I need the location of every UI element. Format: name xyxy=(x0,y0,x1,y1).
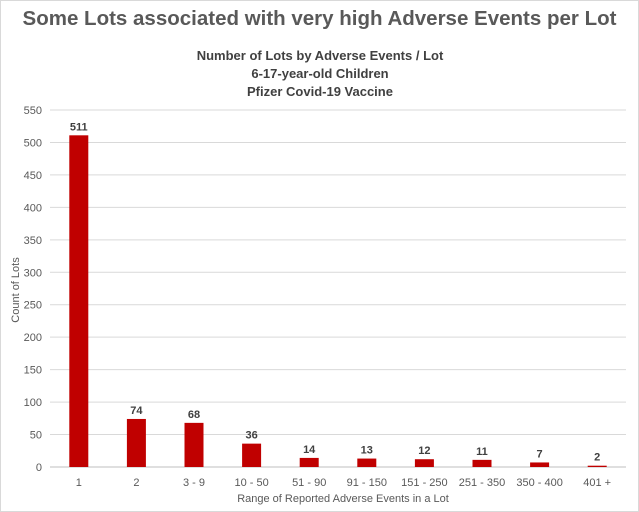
bar-10 xyxy=(587,465,607,467)
data-label: 14 xyxy=(303,444,316,456)
y-tick-label: 0 xyxy=(36,462,42,474)
bar-7 xyxy=(414,459,434,467)
y-tick-label: 150 xyxy=(24,365,42,377)
bars: 511 74 68 36 14 13 12 11 7 2 xyxy=(69,121,607,467)
y-tick-label: 500 xyxy=(24,137,42,149)
bar-9 xyxy=(530,462,550,467)
y-tick-label: 300 xyxy=(24,267,42,279)
data-label: 511 xyxy=(70,121,88,133)
y-axis-ticks: 0 50 100 150 200 250 300 350 400 450 500 550 xyxy=(24,105,42,474)
y-axis-title: Count of Lots xyxy=(10,257,22,323)
gridlines xyxy=(50,109,626,468)
x-tick-label: 1 xyxy=(76,477,82,489)
y-tick-label: 250 xyxy=(24,300,42,312)
bar-6 xyxy=(357,458,377,467)
y-tick-label: 200 xyxy=(24,332,42,344)
bar-4 xyxy=(242,443,262,467)
x-tick-label: 10 - 50 xyxy=(234,477,268,489)
x-tick-label: 401 + xyxy=(583,477,611,489)
y-tick-label: 350 xyxy=(24,235,42,247)
x-tick-label: 151 - 250 xyxy=(401,477,447,489)
chart-title-line-2: 6-17-year-old Children xyxy=(251,66,388,81)
data-label: 7 xyxy=(537,448,543,460)
x-axis-title: Range of Reported Adverse Events in a Lo… xyxy=(237,493,449,505)
x-tick-label: 51 - 90 xyxy=(292,477,326,489)
y-tick-label: 400 xyxy=(24,202,42,214)
bar-8 xyxy=(472,459,492,467)
chart-title-line-3: Pfizer Covid-19 Vaccine xyxy=(247,84,393,99)
y-tick-label: 100 xyxy=(24,397,42,409)
y-tick-label: 550 xyxy=(24,105,42,117)
bar-1 xyxy=(69,135,89,467)
data-label: 12 xyxy=(418,445,430,457)
data-label: 36 xyxy=(245,430,257,442)
data-label: 74 xyxy=(130,405,143,417)
bar-2 xyxy=(126,418,146,467)
y-tick-label: 50 xyxy=(30,430,42,442)
x-tick-label: 251 - 350 xyxy=(459,477,505,489)
bar-5 xyxy=(299,457,319,467)
data-label: 11 xyxy=(476,446,488,458)
y-tick-label: 450 xyxy=(24,170,42,182)
data-label: 13 xyxy=(361,445,373,457)
data-label: 68 xyxy=(188,409,200,421)
page-headline: Some Lots associated with very high Adve… xyxy=(22,7,617,30)
bar-3 xyxy=(184,422,204,467)
x-tick-label: 350 - 400 xyxy=(516,477,562,489)
x-tick-label: 2 xyxy=(133,477,139,489)
data-label: 2 xyxy=(594,452,600,464)
chart-title-line-1: Number of Lots by Adverse Events / Lot xyxy=(197,48,444,63)
x-axis-ticks: 1 2 3 - 9 10 - 50 51 - 90 91 - 150 151 - 250 25… xyxy=(76,477,611,489)
x-tick-label: 3 - 9 xyxy=(183,477,205,489)
x-tick-label: 91 - 150 xyxy=(347,477,387,489)
